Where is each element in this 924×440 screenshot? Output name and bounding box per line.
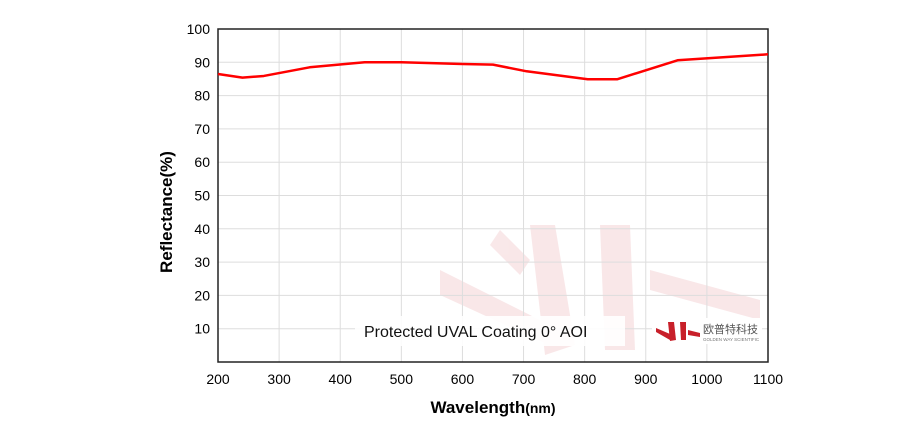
y-tick-label: 50 bbox=[194, 188, 210, 204]
company-logo: 欧普特科技 GOLDEN WAY SCIENTIFIC bbox=[652, 318, 762, 344]
y-tick-label: 80 bbox=[194, 88, 210, 104]
y-tick-label: 100 bbox=[187, 21, 211, 37]
logo-subtitle: GOLDEN WAY SCIENTIFIC bbox=[703, 337, 760, 342]
x-tick-label: 800 bbox=[573, 371, 597, 387]
y-tick-label: 20 bbox=[194, 287, 210, 303]
x-tick-label: 900 bbox=[634, 371, 658, 387]
x-tick-label: 1100 bbox=[753, 371, 783, 387]
x-tick-label: 500 bbox=[390, 371, 414, 387]
x-tick-label: 200 bbox=[206, 371, 230, 387]
reflectance-series-line bbox=[217, 53, 769, 81]
y-tick-label: 10 bbox=[194, 321, 210, 337]
x-tick-label: 400 bbox=[329, 371, 353, 387]
x-tick-label: 300 bbox=[267, 371, 291, 387]
x-tick-label: 700 bbox=[512, 371, 536, 387]
annotation-text: Protected UVAL Coating 0° AOI bbox=[364, 324, 587, 341]
x-axis-label: Wavelength(nm) bbox=[430, 398, 555, 417]
plot-frame bbox=[217, 28, 769, 363]
logo-name: 欧普特科技 bbox=[703, 322, 758, 336]
y-tick-label: 60 bbox=[194, 154, 210, 170]
y-tick-label: 70 bbox=[194, 121, 210, 137]
x-tick-label: 1000 bbox=[691, 371, 722, 387]
x-tick-label: 600 bbox=[451, 371, 475, 387]
annotation-box: Protected UVAL Coating 0° AOI bbox=[355, 316, 625, 346]
y-axis-label: Reflectance(%) bbox=[157, 151, 176, 273]
y-tick-label: 90 bbox=[194, 54, 210, 70]
y-tick-label: 40 bbox=[194, 221, 210, 237]
y-tick-label: 30 bbox=[194, 254, 210, 270]
